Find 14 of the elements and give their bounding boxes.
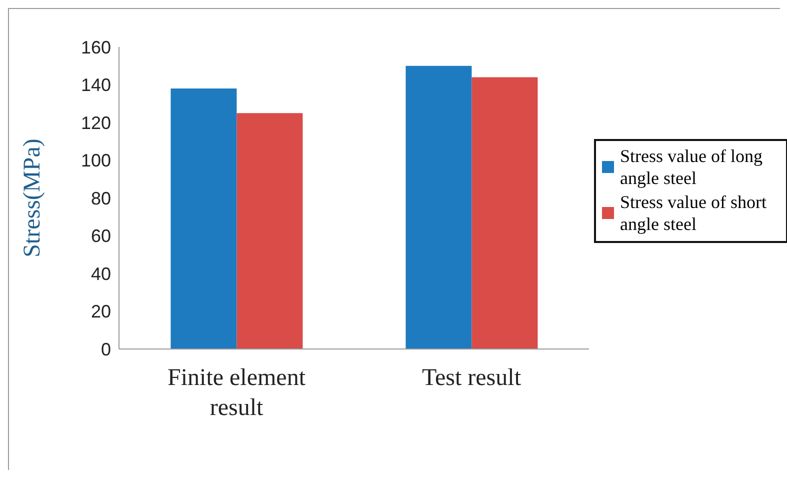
legend-label: Stress value of long angle steel: [620, 145, 764, 189]
y-tick-label: 0: [100, 339, 111, 360]
y-tick-label: 140: [80, 75, 111, 96]
y-tick-label: 20: [90, 302, 111, 322]
x-tick-label: Test result: [422, 365, 522, 391]
x-tick-label: Finite element result: [168, 365, 306, 421]
y-axis-title: Stress(MPa): [20, 138, 46, 258]
y-tick-label: 160: [80, 37, 111, 58]
y-tick-label: 80: [90, 188, 111, 208]
y-tick-label: 60: [90, 226, 111, 246]
legend-label: Stress value of short angle steel: [620, 191, 768, 235]
y-tick-label: 40: [90, 264, 111, 284]
y-tick-label: 100: [80, 150, 111, 171]
y-tick-label: 120: [80, 112, 111, 133]
